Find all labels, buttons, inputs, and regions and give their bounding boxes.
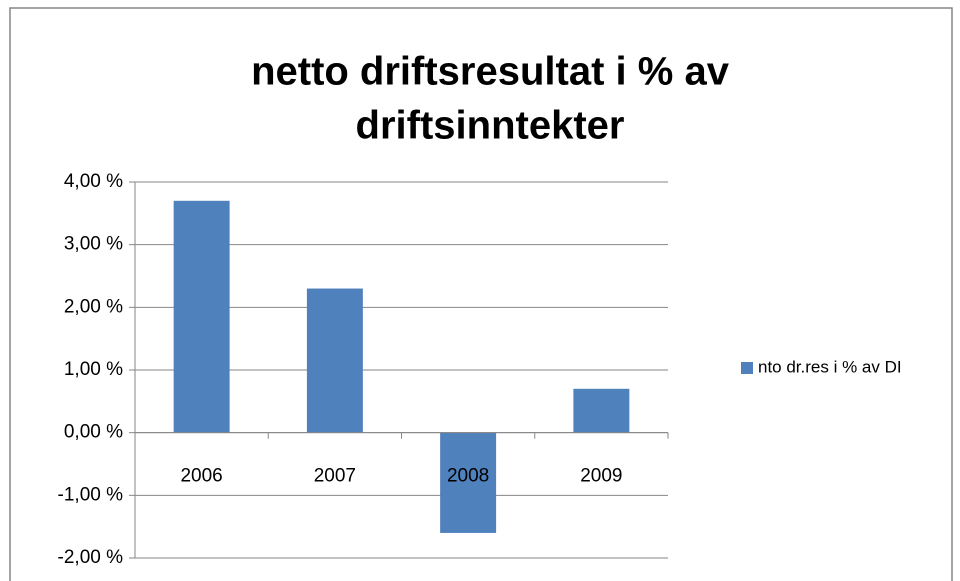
x-tick-label: 2008 <box>447 466 489 487</box>
legend-text: nto dr.res i % av DI <box>758 357 902 376</box>
y-tick-label: 4,00 % <box>64 171 123 192</box>
bar <box>573 388 630 433</box>
bar <box>306 288 363 433</box>
y-tick-label: 0,00 % <box>64 422 123 443</box>
y-tick-label: 1,00 % <box>64 359 123 380</box>
y-tick-label: 2,00 % <box>64 296 123 317</box>
x-tick-label: 2007 <box>314 466 356 487</box>
y-tick-label: 3,00 % <box>64 234 123 255</box>
bar <box>173 200 230 433</box>
x-tick-label: 2006 <box>180 466 222 487</box>
y-tick-label: -1,00 % <box>58 484 124 505</box>
x-tick-label: 2009 <box>580 466 622 487</box>
y-tick-label: -2,00 % <box>58 547 124 568</box>
bar <box>440 432 497 533</box>
legend-swatch <box>741 362 753 374</box>
chart-title: driftsinntekter <box>356 104 625 148</box>
chart-title: netto driftsresultat i % av <box>251 50 730 94</box>
